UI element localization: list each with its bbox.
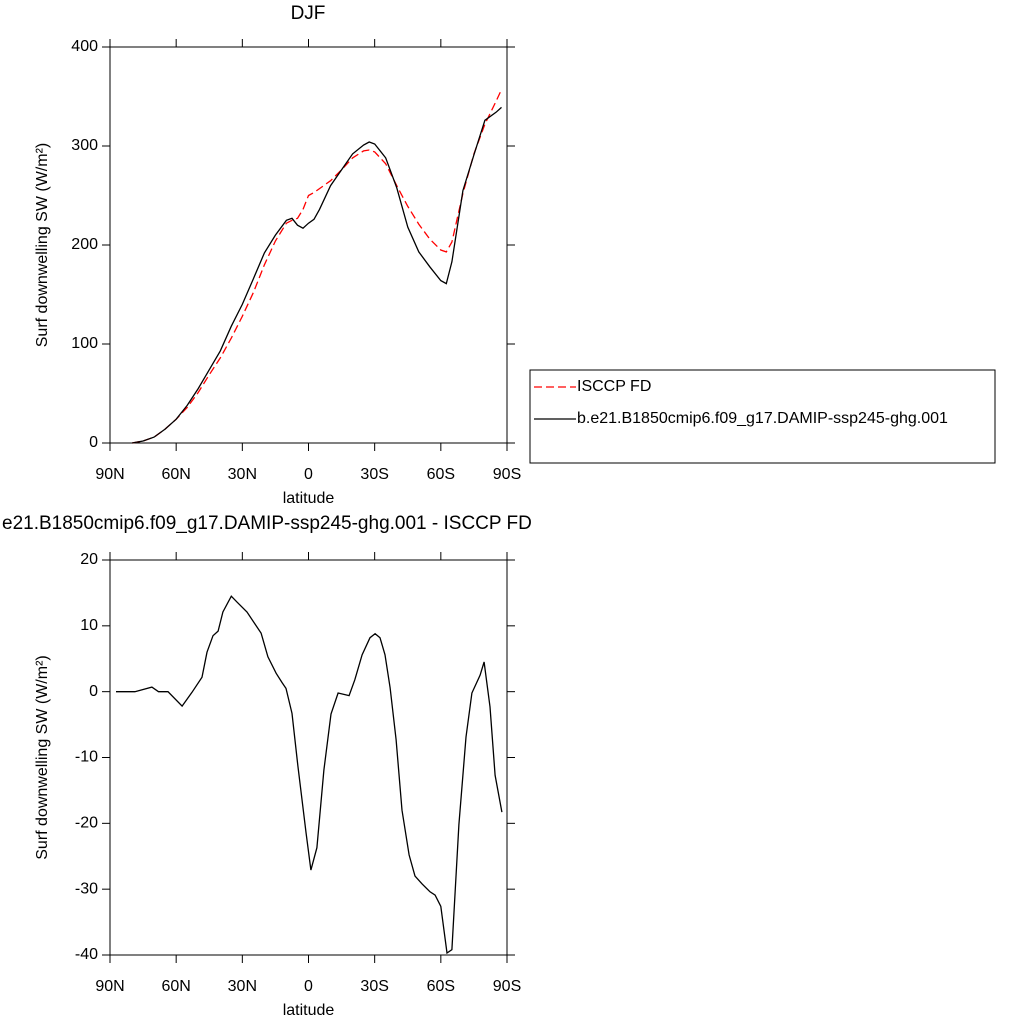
data-line — [131, 89, 503, 444]
x-tick-label: 60S — [427, 978, 455, 995]
y-tick-label: 200 — [71, 236, 98, 253]
legend-box — [529, 369, 996, 464]
data-line — [131, 106, 502, 444]
chart-title: e21.B1850cmip6.f09_g17.DAMIP-ssp245-ghg.… — [2, 513, 532, 534]
x-tick-label: 90S — [493, 978, 521, 995]
legend-label: ISCCP FD — [577, 378, 651, 395]
data-line — [116, 595, 503, 955]
y-tick-label: 10 — [80, 617, 98, 634]
x-axis-label: latitude — [283, 1002, 335, 1019]
x-tick-label: 30N — [228, 978, 257, 995]
x-tick-label: 90N — [95, 978, 124, 995]
y-tick-label: 300 — [71, 137, 98, 154]
y-tick-label: -20 — [75, 815, 98, 832]
y-tick-label: -40 — [75, 946, 98, 963]
chart-title: DJF — [291, 3, 326, 24]
y-tick-label: -10 — [75, 749, 98, 766]
x-tick-label: 0 — [304, 978, 313, 995]
y-tick-label: 400 — [71, 38, 98, 55]
plot-frame — [109, 46, 508, 444]
x-axis-label: latitude — [283, 490, 335, 507]
y-tick-label: -30 — [75, 880, 98, 897]
x-tick-label: 60N — [161, 466, 190, 483]
x-tick-label: 90N — [95, 466, 124, 483]
y-tick-label: 100 — [71, 335, 98, 352]
y-tick-label: 0 — [89, 683, 98, 700]
y-tick-label: 20 — [80, 551, 98, 568]
legend-label: b.e21.B1850cmip6.f09_g17.DAMIP-ssp245-gh… — [577, 410, 948, 427]
y-axis-label: Surf downwelling SW (W/m²) — [34, 143, 51, 347]
x-tick-label: 90S — [493, 466, 521, 483]
x-tick-label: 60N — [161, 978, 190, 995]
x-tick-label: 30S — [360, 466, 388, 483]
x-tick-label: 60S — [427, 466, 455, 483]
y-axis-label: Surf downwelling SW (W/m²) — [34, 655, 51, 859]
y-tick-label: 0 — [89, 434, 98, 451]
x-tick-label: 0 — [304, 466, 313, 483]
plot-frame — [109, 559, 508, 956]
x-tick-label: 30N — [228, 466, 257, 483]
x-tick-label: 30S — [360, 978, 388, 995]
